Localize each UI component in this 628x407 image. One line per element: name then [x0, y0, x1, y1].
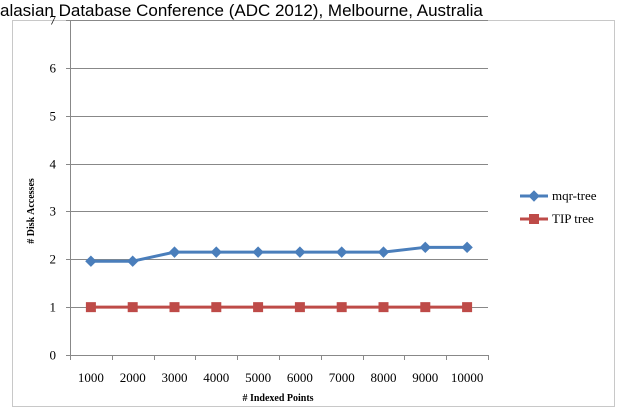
series-group [85, 241, 473, 313]
x-tick-label: 4000 [203, 370, 229, 385]
data-point [211, 302, 222, 313]
y-tick-labels: 0 1 2 3 4 5 6 7 [50, 13, 57, 363]
legend: mqr-tree TIP tree [520, 188, 597, 226]
series-line-mqr-tree [90, 245, 468, 263]
data-point [294, 246, 306, 258]
x-axis-title: # Indexed Points [242, 393, 313, 404]
y-tick-label: 4 [50, 157, 57, 172]
data-point [85, 255, 97, 267]
data-point [336, 302, 347, 313]
data-point [85, 302, 96, 313]
x-tick-label: 7000 [329, 370, 355, 385]
data-point [378, 302, 389, 313]
chart-border [12, 20, 615, 407]
data-point [462, 302, 473, 313]
axes [66, 20, 489, 360]
y-tick-label: 5 [50, 109, 57, 124]
data-point [294, 302, 305, 313]
y-tick-label: 6 [50, 61, 57, 76]
x-tick-label: 8000 [371, 370, 397, 385]
y-tick-label: 7 [50, 13, 57, 28]
data-point [420, 302, 431, 313]
y-tick-label: 0 [50, 348, 57, 363]
data-point [253, 302, 264, 313]
data-point [126, 255, 139, 267]
header-text: alasian Database Conference (ADC 2012), … [0, 1, 483, 20]
data-point [461, 241, 473, 254]
y-tick-label: 1 [50, 300, 57, 315]
x-tick-label: 3000 [162, 370, 188, 385]
data-point [252, 246, 264, 258]
data-point [127, 302, 138, 313]
x-tick-labels: 1000 2000 3000 4000 5000 6000 7000 8000 9000 1000… [78, 370, 483, 385]
data-point [419, 241, 432, 254]
data-point [169, 302, 180, 313]
x-tick-label: 1000 [78, 370, 104, 385]
x-tick-label: 2000 [120, 370, 146, 385]
data-point [377, 246, 390, 258]
x-tick-label: 9000 [412, 370, 438, 385]
data-point [168, 246, 181, 258]
y-axis-title: # Disk Accesses [26, 178, 37, 244]
legend-label-tip-tree: TIP tree [552, 211, 594, 226]
data-point [210, 246, 223, 258]
data-point [335, 246, 348, 258]
legend-label-mqr-tree: mqr-tree [552, 188, 597, 203]
y-tick-label: 3 [50, 204, 57, 219]
x-tick-label: 6000 [287, 370, 313, 385]
x-tick-label: 10000 [451, 370, 484, 385]
legend-marker-mqr-tree [528, 190, 540, 202]
x-tick-label: 5000 [245, 370, 271, 385]
legend-marker-tip-tree [529, 214, 539, 224]
y-tick-label: 2 [50, 252, 57, 267]
